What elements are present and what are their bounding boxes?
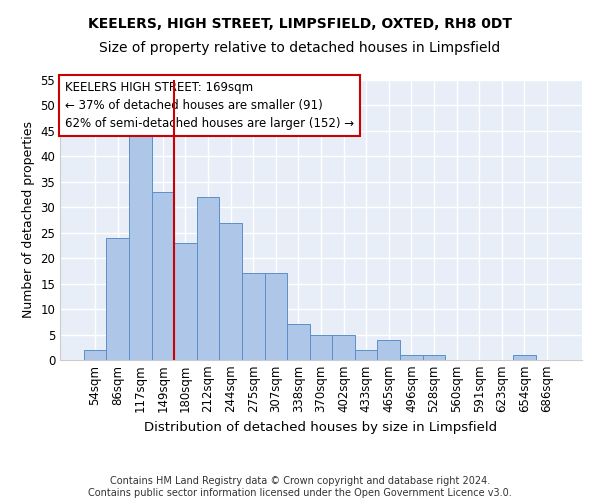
Text: Size of property relative to detached houses in Limpsfield: Size of property relative to detached ho… xyxy=(100,41,500,55)
Text: KEELERS, HIGH STREET, LIMPSFIELD, OXTED, RH8 0DT: KEELERS, HIGH STREET, LIMPSFIELD, OXTED,… xyxy=(88,18,512,32)
Text: KEELERS HIGH STREET: 169sqm
← 37% of detached houses are smaller (91)
62% of sem: KEELERS HIGH STREET: 169sqm ← 37% of det… xyxy=(65,82,355,130)
Bar xyxy=(377,340,400,360)
Bar xyxy=(310,334,332,360)
Bar xyxy=(287,324,310,360)
Bar xyxy=(106,238,129,360)
Bar xyxy=(152,192,174,360)
Bar xyxy=(513,355,536,360)
Bar xyxy=(265,274,287,360)
Bar xyxy=(242,274,265,360)
Bar xyxy=(332,334,355,360)
Bar xyxy=(220,222,242,360)
Bar xyxy=(355,350,377,360)
Y-axis label: Number of detached properties: Number of detached properties xyxy=(22,122,35,318)
Bar xyxy=(84,350,106,360)
Bar xyxy=(422,355,445,360)
X-axis label: Distribution of detached houses by size in Limpsfield: Distribution of detached houses by size … xyxy=(145,421,497,434)
Text: Contains HM Land Registry data © Crown copyright and database right 2024.
Contai: Contains HM Land Registry data © Crown c… xyxy=(88,476,512,498)
Bar xyxy=(197,197,220,360)
Bar xyxy=(129,126,152,360)
Bar xyxy=(400,355,422,360)
Bar xyxy=(174,243,197,360)
